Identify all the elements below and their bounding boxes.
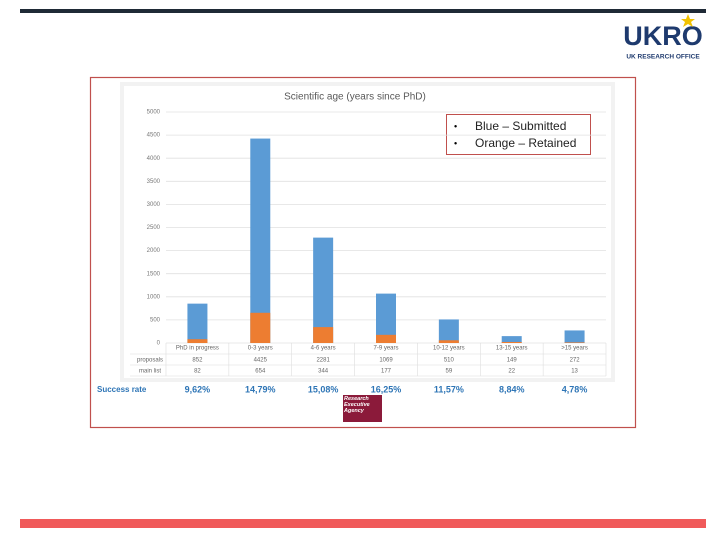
legend-entry: Blue – Submitted xyxy=(475,119,566,133)
table-value: 82 xyxy=(194,369,201,375)
table-value: 344 xyxy=(318,369,329,375)
table-value: 59 xyxy=(446,369,453,375)
success-rate: 9,62% xyxy=(185,384,211,394)
success-rate: 15,08% xyxy=(308,384,339,394)
y-tick-label: 3000 xyxy=(147,202,161,208)
x-tick-label: >15 years xyxy=(561,346,588,352)
row-label: main list xyxy=(139,369,161,375)
y-tick-label: 1500 xyxy=(147,271,161,277)
table-value: 510 xyxy=(444,358,455,364)
agency-logo-text-box: Research Executive Agency xyxy=(344,396,370,414)
success-rate: 16,25% xyxy=(371,384,402,394)
x-tick-label: 10-12 years xyxy=(433,346,465,352)
table-value: 177 xyxy=(381,369,392,375)
bar xyxy=(564,342,585,343)
table-value: 13 xyxy=(571,369,578,375)
bar xyxy=(187,339,208,343)
table-value: 149 xyxy=(507,358,518,364)
agency-logo-text: Research Executive Agency xyxy=(344,396,370,414)
top-rule xyxy=(20,9,706,13)
y-tick-label: 3500 xyxy=(147,179,161,185)
y-tick-label: 4000 xyxy=(147,156,161,162)
table-value: 852 xyxy=(192,358,203,364)
legend-box xyxy=(446,114,591,155)
bar xyxy=(501,336,522,343)
success-rate: 4,78% xyxy=(562,384,588,394)
bar xyxy=(438,319,459,343)
bar xyxy=(313,237,334,343)
logo-subtitle: UK RESEARCH OFFICE xyxy=(626,54,700,61)
bar xyxy=(187,303,208,343)
logo-star xyxy=(681,14,695,27)
success-rate: 11,57% xyxy=(434,384,464,394)
plot: 0 500 1000 1500 2000 2500 3000 3500 4000 4500 5000… xyxy=(97,110,607,394)
bar xyxy=(250,138,271,343)
table-value: 1069 xyxy=(379,358,393,364)
table-value: 2281 xyxy=(316,358,330,364)
chart-title: Scientific age (years since PhD) xyxy=(284,92,426,103)
legend-bullet: • xyxy=(454,121,457,131)
table-value: 4425 xyxy=(254,358,268,364)
y-tick-label: 0 xyxy=(157,341,161,347)
success-rate: 8,84% xyxy=(499,384,525,394)
bar xyxy=(376,334,396,343)
bar xyxy=(438,340,459,343)
bar xyxy=(376,293,396,343)
bar xyxy=(564,330,585,343)
x-tick-label: PhD in progress xyxy=(176,346,219,352)
success-rate-label: Success rate xyxy=(97,385,147,394)
x-tick-label: 7-9 years xyxy=(373,346,398,352)
x-tick-label: 0-3 years xyxy=(248,346,273,352)
bottom-rule xyxy=(20,519,706,528)
table-value: 654 xyxy=(255,369,266,375)
x-tick-label: 4-6 years xyxy=(311,346,336,352)
bar xyxy=(250,312,271,343)
bar xyxy=(501,341,522,343)
agency-logo xyxy=(343,395,382,422)
y-tick-label: 1000 xyxy=(147,294,161,300)
logo-title: UKRO xyxy=(623,21,703,51)
success-rate: 14,79% xyxy=(245,384,276,394)
y-tick-label: 500 xyxy=(150,317,161,323)
y-tick-label: 5000 xyxy=(147,110,161,116)
y-tick-label: 2500 xyxy=(147,225,161,231)
legend-entry: Orange – Retained xyxy=(475,136,576,150)
legend-bullet: • xyxy=(454,138,457,148)
bar xyxy=(313,327,334,343)
table-value: 22 xyxy=(508,369,515,375)
x-tick-label: 13-15 years xyxy=(496,346,528,352)
row-label: proposals xyxy=(137,358,163,364)
y-tick-label: 2000 xyxy=(147,248,161,254)
y-tick-label: 4500 xyxy=(147,133,161,139)
table-value: 272 xyxy=(570,358,581,364)
